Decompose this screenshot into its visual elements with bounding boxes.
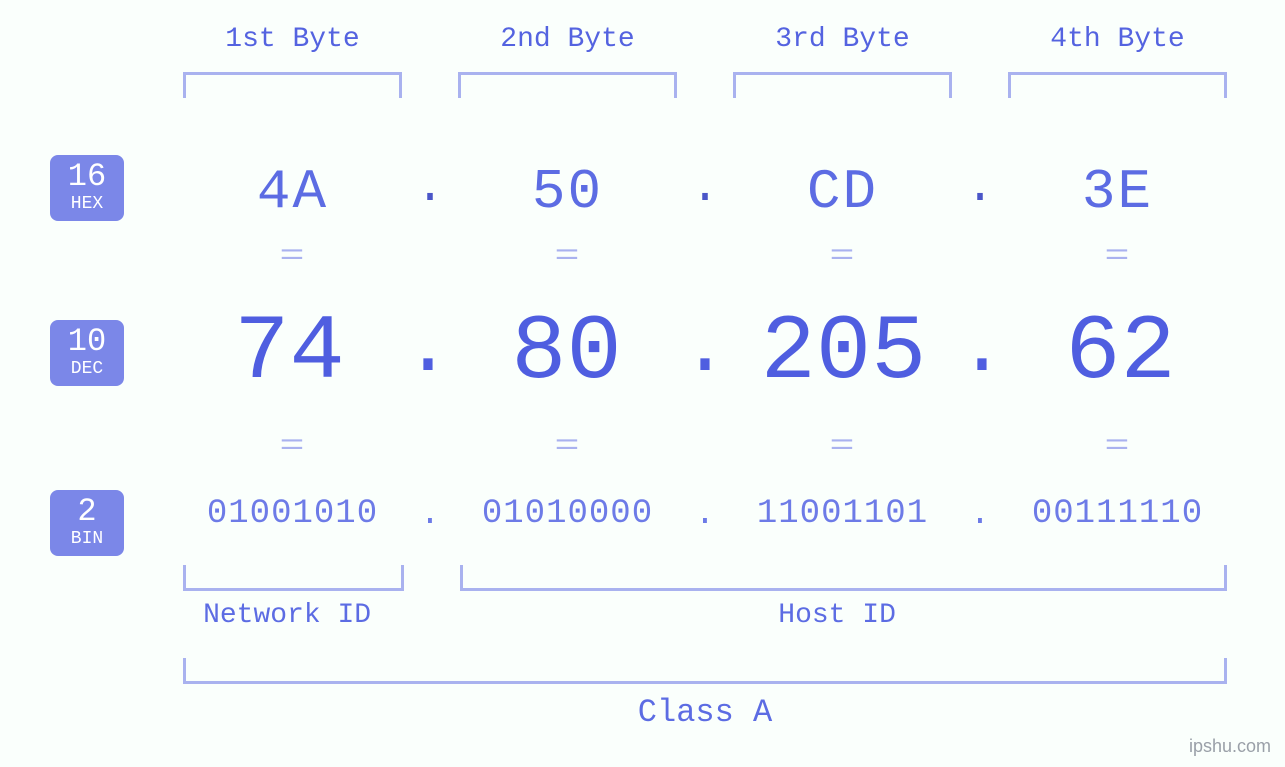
dot-separator: . [685, 495, 725, 535]
byte-header: 4th Byte [1000, 24, 1235, 55]
equals-icon: = [1105, 430, 1130, 464]
equals-icon: = [280, 430, 305, 464]
dot-separator: . [404, 300, 452, 405]
base-number: 16 [50, 161, 124, 193]
hex-byte: 3E [1000, 160, 1235, 224]
equals-row: = = = = [175, 240, 1235, 274]
dot-separator: . [960, 160, 1000, 224]
hex-byte: 50 [450, 160, 685, 224]
bracket-top-icon [1008, 72, 1227, 98]
bracket-top-icon [183, 72, 402, 98]
host-id-label: Host ID [439, 600, 1235, 631]
bin-byte: 01001010 [175, 495, 410, 535]
base-label: HEX [50, 195, 124, 213]
equals-icon: = [1105, 240, 1130, 274]
dot-separator: . [410, 495, 450, 535]
dot-separator: . [410, 160, 450, 224]
equals-icon: = [555, 240, 580, 274]
network-host-labels: Network ID Host ID [175, 600, 1235, 631]
hex-byte: 4A [175, 160, 410, 224]
equals-icon: = [280, 240, 305, 274]
bin-byte: 11001101 [725, 495, 960, 535]
equals-icon: = [555, 430, 580, 464]
dot-separator: . [958, 300, 1006, 405]
hex-row: 4A . 50 . CD . 3E [175, 160, 1235, 224]
bin-byte: 01010000 [450, 495, 685, 535]
equals-icon: = [830, 430, 855, 464]
byte-header-row: 1st Byte 2nd Byte 3rd Byte 4th Byte [175, 24, 1235, 55]
byte-brackets-top [175, 72, 1235, 98]
equals-row: = = = = [175, 430, 1235, 464]
base-badge-hex: 16 HEX [50, 155, 124, 221]
class-bracket-icon [183, 658, 1227, 684]
byte-header: 1st Byte [175, 24, 410, 55]
equals-icon: = [830, 240, 855, 274]
class-label: Class A [175, 694, 1235, 731]
bin-byte: 00111110 [1000, 495, 1235, 535]
network-id-label: Network ID [175, 600, 399, 631]
base-number: 10 [50, 326, 124, 358]
bracket-bottom-icon [183, 565, 404, 591]
dec-byte: 74 [175, 300, 404, 405]
bracket-top-icon [458, 72, 677, 98]
dot-separator: . [681, 300, 729, 405]
dec-byte: 62 [1006, 300, 1235, 405]
bracket-bottom-icon [460, 565, 1228, 591]
byte-header: 3rd Byte [725, 24, 960, 55]
dec-byte: 205 [729, 300, 958, 405]
hex-byte: CD [725, 160, 960, 224]
base-label: DEC [50, 360, 124, 378]
base-number: 2 [50, 496, 124, 528]
network-host-brackets [175, 565, 1235, 591]
binary-row: 01001010 . 01010000 . 11001101 . 0011111… [175, 495, 1235, 535]
ip-grid: 1st Byte 2nd Byte 3rd Byte 4th Byte 4A .… [175, 0, 1235, 767]
byte-header: 2nd Byte [450, 24, 685, 55]
base-label: BIN [50, 530, 124, 548]
bracket-top-icon [733, 72, 952, 98]
decimal-row: 74 . 80 . 205 . 62 [175, 300, 1235, 405]
dec-byte: 80 [452, 300, 681, 405]
base-badge-bin: 2 BIN [50, 490, 124, 556]
credit-label: ipshu.com [1189, 736, 1271, 757]
dot-separator: . [685, 160, 725, 224]
dot-separator: . [960, 495, 1000, 535]
base-badge-dec: 10 DEC [50, 320, 124, 386]
